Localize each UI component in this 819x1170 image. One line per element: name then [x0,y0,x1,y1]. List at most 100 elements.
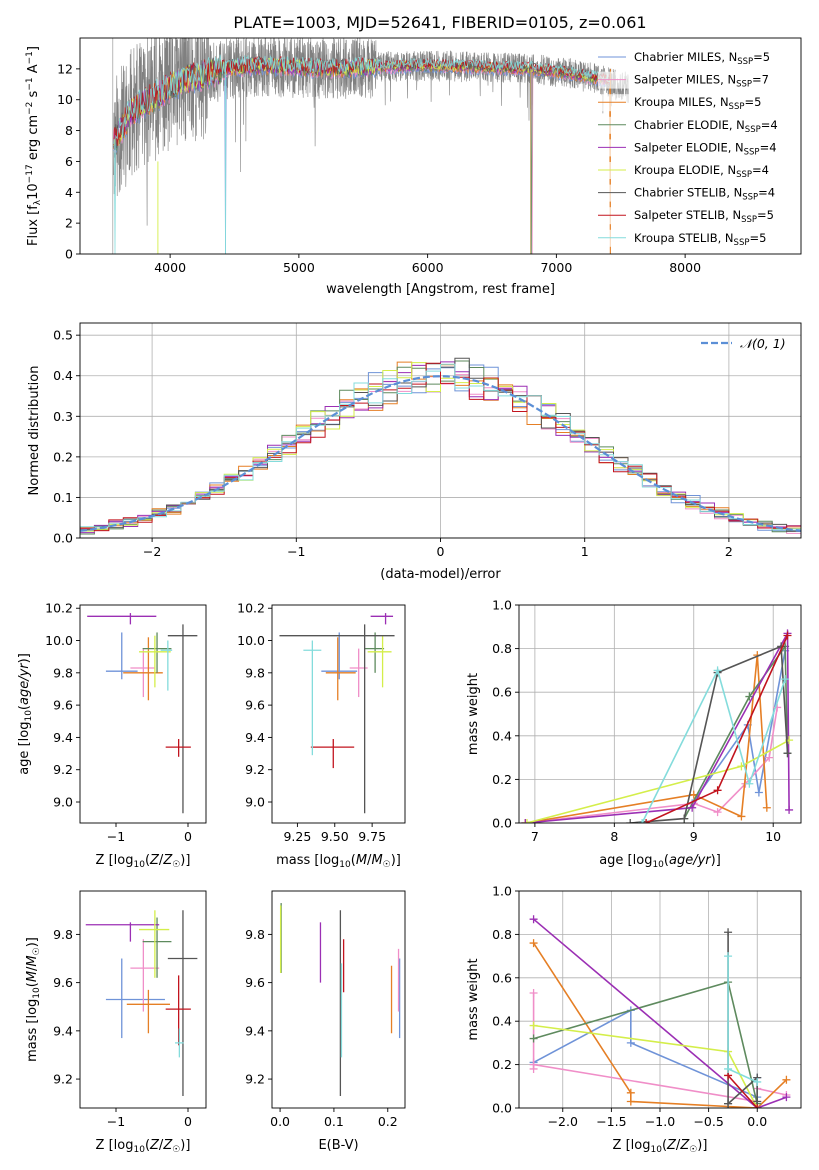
x-axis-label-part: ☉ [383,860,391,870]
y-axis-label-part: mass weight [466,958,481,1040]
plot-area [529,915,791,1108]
legend-label-part: SSP [737,57,753,67]
y-axis-label-part: M [25,971,40,982]
x-tick-label: 0.0 [270,1114,290,1129]
y-tick-label: 0.0 [492,1101,512,1116]
x-tick-label: −2 [143,544,161,559]
errorbar-kroupa_elodie [139,910,170,978]
y-tick-label: 0 [65,247,73,262]
x-tick-label: 9 [690,829,698,844]
legend-label-part: =5 [753,50,770,64]
y-tick-label: 6 [65,154,73,169]
weight-line-chabrier_stelib [630,645,789,823]
errorbar-salpeter_stelib [165,975,191,1046]
x-axis-label-part: ☉ [172,1145,180,1155]
legend-label-part: =4 [758,186,775,200]
y-tick-label: 9.8 [245,665,265,680]
x-tick-label: −0.5 [693,1114,723,1129]
weight-marker-salpeter_stelib [753,1104,762,1108]
plot-area [279,613,395,814]
y-tick-label: 9.4 [245,730,265,745]
errorbar-kroupa_stelib [160,640,173,691]
y-tick-label: 9.8 [245,927,265,942]
errorbar-chabrier_stelib [167,624,198,814]
y-axis-label: mass weight [466,958,481,1040]
x-tick-label: −1 [287,544,305,559]
x-axis-label-part: age [log [599,853,652,868]
gaussian-curve [80,375,801,532]
y-axis-label-part: / [25,966,40,971]
y-tick-label: 10.0 [45,633,73,648]
x-tick-label: 5000 [283,260,315,275]
data-spectrum [113,38,629,226]
y-axis-label: mass weight [466,673,481,755]
y-tick-label: 0.8 [492,641,512,656]
y-tick-label: 1.0 [492,884,512,899]
x-tick-label: 6000 [412,260,444,275]
y-axis-label-part: mass [log [25,999,40,1062]
legend-label-salpeter_elodie: Salpeter ELODIE, NSSP=4 [634,140,777,157]
legend-label-part: Chabrier STELIB, N [634,186,742,200]
y-tick-label: 1.0 [492,598,512,613]
x-axis-label-part: M [371,853,382,868]
y-tick-label: 9.2 [245,762,265,777]
x-axis-label-part: 10 [133,860,145,870]
x-axis-label-part: 10 [650,1145,662,1155]
y-axis-label-part: age [log [17,722,32,775]
legend-label-salpeter_miles: Salpeter MILES, NSSP=7 [634,73,769,90]
errorbar-salpeter_stelib [310,739,355,769]
x-axis-label-part: Z [log [613,1138,651,1153]
weight-marker-chabrier_stelib [680,814,689,823]
x-axis-label-part: ( [145,853,150,868]
x-tick-label: −2.0 [548,1114,578,1129]
legend-label-part: Kroupa ELODIE, N [634,163,736,177]
plot-area [85,910,198,1096]
legend-label-part: Chabrier MILES, N [634,50,737,64]
y-axis-label-part: 10 [32,987,42,999]
plot-area [112,38,629,254]
y-tick-label: 9.6 [53,975,73,990]
y-axis-label-part: −17 [25,164,35,183]
plot-area [279,903,401,1096]
errorbar-salpeter_elodie [85,922,160,942]
weight-marker-kroupa_miles [762,803,771,812]
weight-marker-salpeter_elodie [688,803,697,812]
x-tick-label: −1.5 [596,1114,626,1129]
errorbar-kroupa_miles [126,989,170,1034]
x-tick-label: 1 [581,544,589,559]
panel-mass_vs_ebv: 0.0 0.1 0.2 9.2 9.4 9.6 9.8 E(B-V) [245,890,406,1153]
weight-marker-kroupa_stelib [713,666,722,675]
x-axis-label-part: Z [666,1138,677,1153]
errorbar-chabrier_elodie [142,917,172,978]
y-tick-label: 10 [57,92,73,107]
y-tick-label: 0.4 [492,1014,512,1029]
legend-bg [598,116,798,134]
x-axis-label: age [log10(age/yr)] [599,853,721,870]
errorbar-salpeter_elodie [370,613,394,625]
errorbar-chabrier_stelib [279,624,395,814]
errorbar-chabrier_elodie [364,632,385,673]
plot-area [521,629,794,823]
weight-marker-salpeter_elodie [521,819,530,823]
y-tick-label: 0.3 [53,409,73,424]
x-axis-label-part: Z [149,1138,160,1153]
x-axis-label: Z [log10(Z/Z☉)] [96,1138,191,1155]
weight-line-chabrier_miles [533,1009,759,1099]
x-axis-label-part: ( [664,853,669,868]
y-axis-label-part: 10 [24,710,34,722]
y-axis-label: Normed distribution [27,366,42,496]
x-axis-label-part: 10 [133,1145,145,1155]
plot-area [80,323,801,538]
legend-label-part: SSP [736,80,752,90]
errorbar-kroupa_miles [123,637,163,701]
y-tick-label: 9.8 [53,927,73,942]
x-axis-label-part: / [676,1138,681,1153]
x-tick-label: 2 [725,544,733,559]
weight-line-chabrier_elodie [533,981,758,1104]
weight-marker-salpeter_miles [529,988,538,997]
y-tick-label: 9.4 [53,730,73,745]
x-axis-label-part: )] [711,853,721,868]
axes-frame [79,604,207,824]
